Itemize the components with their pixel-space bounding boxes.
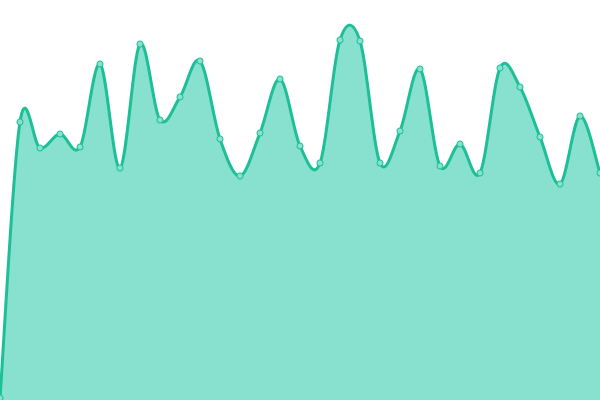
data-point-8 [156,116,164,124]
data-point-26 [516,83,524,91]
data-point-16 [316,159,324,167]
data-point-12 [236,172,244,180]
data-points [0,36,600,400]
data-point-22 [436,162,444,170]
data-point-27 [536,133,544,141]
data-point-25 [496,64,504,72]
data-point-28 [556,180,564,188]
data-point-3 [56,130,64,138]
data-point-0 [0,394,4,400]
data-point-9 [176,93,184,101]
data-point-11 [216,135,224,143]
data-point-15 [296,142,304,150]
data-point-20 [396,127,404,135]
series-line [0,23,600,399]
data-point-4 [76,143,84,151]
area-fill [0,25,600,400]
data-point-23 [456,140,464,148]
data-point-18 [356,37,364,45]
data-point-24 [476,169,484,177]
data-point-6 [116,164,124,172]
data-point-7 [136,40,144,48]
data-point-21 [416,65,424,73]
data-point-14 [276,75,284,83]
data-point-19 [376,159,384,167]
data-point-29 [576,112,584,120]
data-point-30 [596,169,600,177]
data-point-2 [36,144,44,152]
data-point-13 [256,129,264,137]
data-point-17 [336,36,344,44]
data-point-1 [16,118,24,126]
data-point-10 [196,57,204,65]
data-point-5 [96,60,104,68]
